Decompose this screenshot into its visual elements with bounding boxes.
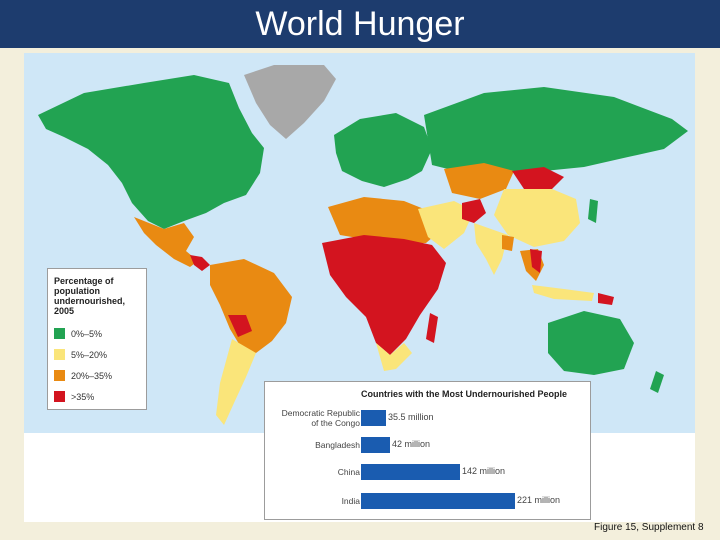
legend-item: 0%–5% <box>54 323 140 344</box>
legend-label: 0%–5% <box>71 328 103 339</box>
chart-value-label: 221 million <box>517 495 561 505</box>
region-greenland <box>244 65 336 139</box>
region-central-asia <box>444 163 514 199</box>
region-png <box>598 293 614 305</box>
region-indonesia <box>532 285 594 301</box>
undernourished-bar-chart: Countries with the Most Undernourished P… <box>264 381 591 520</box>
chart-category-label: China <box>337 467 360 477</box>
region-north-america <box>38 75 264 229</box>
region-japan <box>588 199 598 223</box>
region-indochina <box>530 249 542 273</box>
region-central-america <box>190 255 210 271</box>
chart-title: Countries with the Most Undernourished P… <box>361 389 568 399</box>
chart-bar <box>361 437 390 453</box>
region-north-africa <box>328 197 440 243</box>
chart-bar <box>361 493 515 509</box>
region-europe <box>334 113 432 187</box>
chart-bar <box>361 410 386 426</box>
chart-category-label: India <box>341 496 360 506</box>
region-australia <box>548 311 634 375</box>
title-bar <box>0 0 720 48</box>
chart-category-label: Democratic Republic of the Congo <box>281 408 360 428</box>
region-bolivia <box>228 315 252 337</box>
legend-item: 20%–35% <box>54 365 140 386</box>
region-mongolia <box>512 167 564 189</box>
legend-swatch <box>54 328 65 339</box>
chart-bar <box>361 464 460 480</box>
region-central-africa <box>322 235 446 355</box>
region-russia <box>424 87 688 173</box>
region-afghanistan <box>462 199 486 223</box>
world-map <box>24 53 695 522</box>
region-south-asia <box>474 223 508 275</box>
region-south-america <box>210 259 292 353</box>
legend-title: Percentage of population undernourished,… <box>54 276 126 316</box>
legend-swatch <box>54 370 65 381</box>
legend-item: 5%–20% <box>54 344 140 365</box>
region-bangladesh <box>502 235 514 251</box>
legend-item: >35% <box>54 386 140 407</box>
region-china <box>494 189 580 247</box>
region-new-zealand <box>650 371 664 393</box>
region-madagascar <box>426 313 438 343</box>
chart-value-label: 35.5 million <box>388 412 434 422</box>
chart-value-label: 42 million <box>392 439 431 449</box>
map-legend: Percentage of population undernourished,… <box>47 268 147 410</box>
region-southern-cone <box>216 339 256 425</box>
legend-swatch <box>54 391 65 402</box>
figure-caption: Figure 15, Supplement 8 <box>594 522 704 533</box>
region-southern-africa <box>376 343 412 371</box>
legend-label: 20%–35% <box>71 370 113 381</box>
chart-value-label: 142 million <box>462 466 506 476</box>
region-mexico <box>134 217 198 267</box>
legend-label: >35% <box>71 391 95 402</box>
legend-swatch <box>54 349 65 360</box>
chart-category-label: Bangladesh <box>315 440 360 450</box>
legend-label: 5%–20% <box>71 349 108 360</box>
region-middle-east <box>418 201 474 249</box>
world-map-graphic <box>24 53 695 433</box>
page-title: World Hunger <box>255 5 465 43</box>
